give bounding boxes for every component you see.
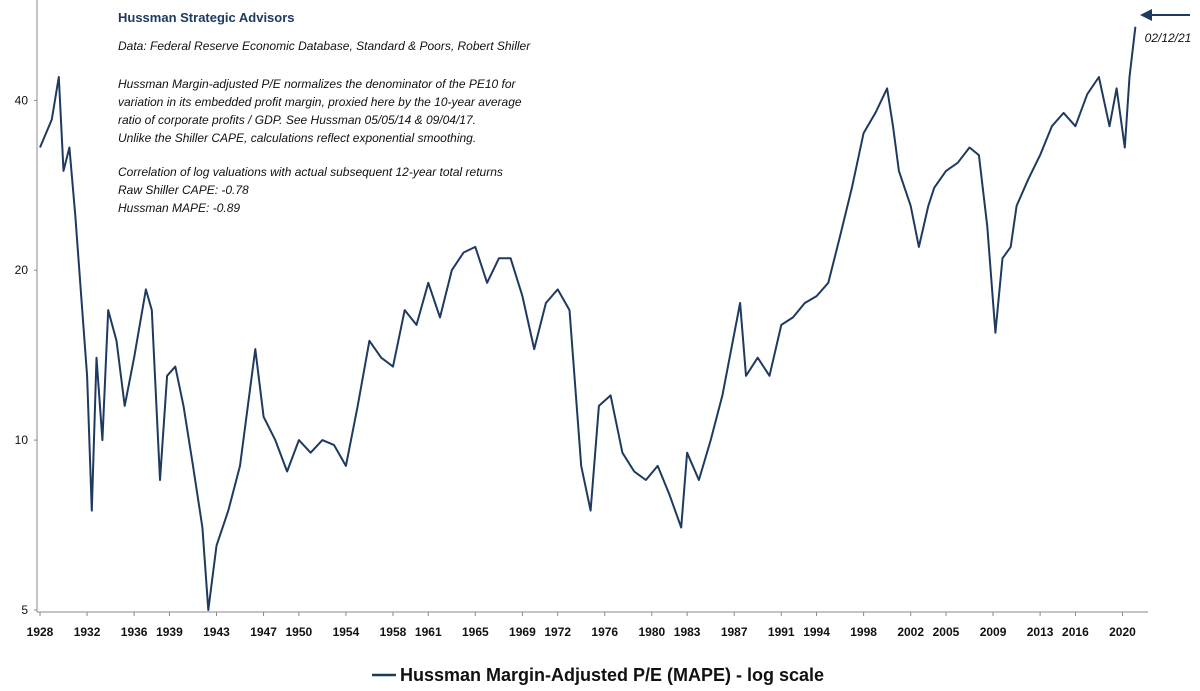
x-tick-label: 1958 [380, 625, 407, 639]
x-tick-label: 1980 [638, 625, 665, 639]
x-tick-label: 2020 [1109, 625, 1136, 639]
series-line [39, 26, 1137, 611]
x-tick-label: 1954 [333, 625, 360, 639]
x-tick-label: 1943 [203, 625, 230, 639]
x-tick-label: 1998 [850, 625, 877, 639]
x-tick-label: 1969 [509, 625, 536, 639]
x-tick-label: 1961 [415, 625, 442, 639]
x-tick-label: 1932 [74, 625, 101, 639]
x-tick-label: 1950 [285, 625, 312, 639]
x-tick-label: 1936 [121, 625, 148, 639]
annotation: Data: Federal Reserve Economic Database,… [118, 39, 531, 53]
x-tick-label: 1965 [462, 625, 489, 639]
annotation: variation in its embedded profit margin,… [118, 95, 522, 109]
legend-label: Hussman Margin-Adjusted P/E (MAPE) - log… [400, 665, 824, 685]
date-annotation: 02/12/21 [1145, 31, 1192, 45]
x-tick-label: 1987 [721, 625, 748, 639]
annotation: Correlation of log valuations with actua… [118, 165, 503, 179]
x-tick-label: 1928 [27, 625, 54, 639]
x-tick-label: 2002 [897, 625, 924, 639]
y-tick-label: 40 [15, 93, 29, 107]
x-tick-label: 1947 [250, 625, 277, 639]
x-tick-label: 1983 [674, 625, 701, 639]
x-tick-label: 2013 [1027, 625, 1054, 639]
y-tick-label: 5 [21, 603, 28, 617]
x-tick-label: 2009 [980, 625, 1007, 639]
x-tick-label: 2005 [933, 625, 960, 639]
x-tick-label: 1939 [156, 625, 183, 639]
chart-title: Hussman Strategic Advisors [118, 10, 295, 25]
annotation: Hussman MAPE: -0.89 [118, 201, 240, 215]
y-tick-label: 10 [15, 433, 29, 447]
x-tick-label: 1991 [768, 625, 795, 639]
annotation: ratio of corporate profits / GDP. See Hu… [118, 113, 476, 127]
annotation: Unlike the Shiller CAPE, calculations re… [118, 131, 476, 145]
y-tick-label: 20 [15, 263, 29, 277]
x-tick-label: 2016 [1062, 625, 1089, 639]
annotation: Raw Shiller CAPE: -0.78 [118, 183, 249, 197]
annotation: Hussman Margin-adjusted P/E normalizes t… [118, 77, 517, 91]
x-tick-label: 1976 [591, 625, 618, 639]
x-tick-label: 1972 [544, 625, 571, 639]
arrow-head [1140, 9, 1152, 21]
x-tick-label: 1994 [803, 625, 830, 639]
